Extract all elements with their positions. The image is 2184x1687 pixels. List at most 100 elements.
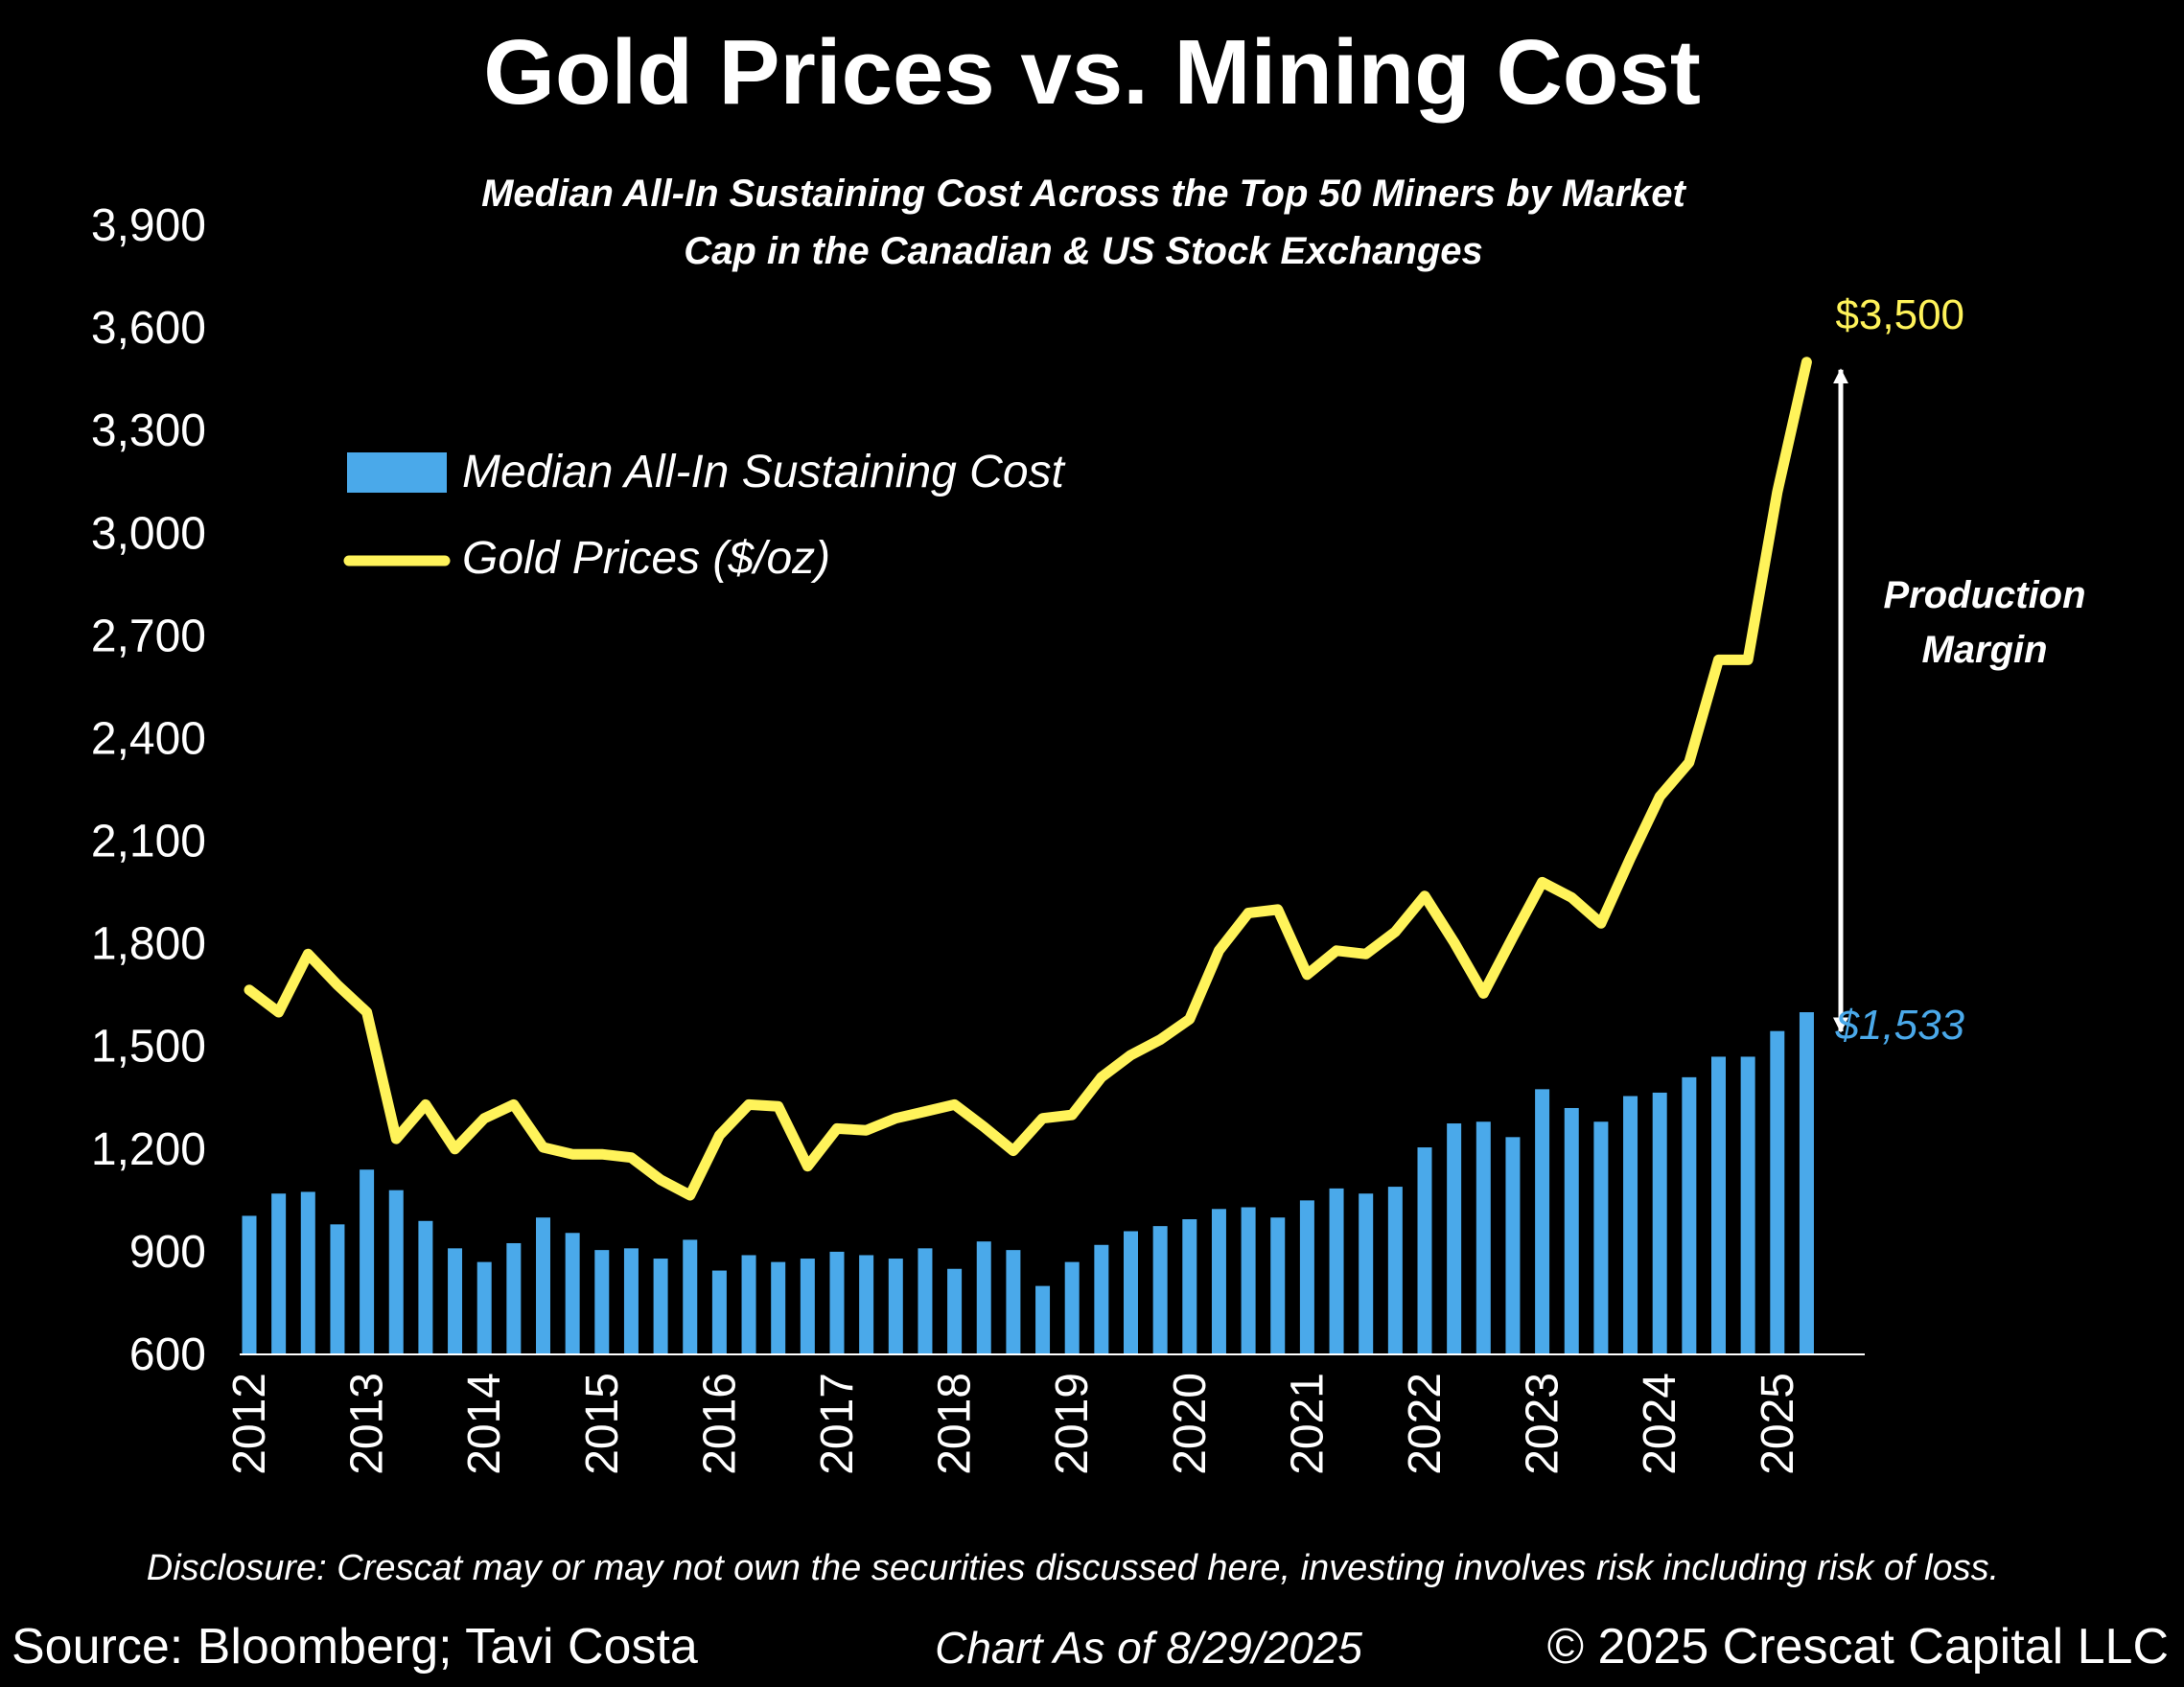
y-tick-label: 1,200	[91, 1124, 206, 1175]
cost-bar	[976, 1241, 991, 1354]
x-year-label: 2024	[1635, 1373, 1685, 1475]
legend: Median All-In Sustaining Cost Gold Price…	[343, 447, 1066, 584]
cost-bar	[653, 1259, 668, 1354]
cost-bar	[859, 1255, 874, 1354]
cost-bar	[1505, 1137, 1521, 1354]
cost-bar	[1593, 1121, 1609, 1354]
x-year-label: 2013	[342, 1373, 393, 1475]
cost-bar	[771, 1261, 786, 1354]
cost-bar	[918, 1248, 933, 1354]
cost-bar	[271, 1193, 287, 1354]
x-year-label: 2020	[1165, 1373, 1216, 1475]
chart-title: Gold Prices vs. Mining Cost	[483, 21, 1701, 124]
chart-subtitle-line-2: Cap in the Canadian & US Stock Exchanges	[684, 230, 1483, 272]
cost-bar	[1094, 1244, 1109, 1354]
y-tick-label: 3,600	[91, 303, 206, 354]
cost-bar	[1064, 1261, 1080, 1354]
cost-bar	[1387, 1187, 1403, 1354]
cost-bar	[1035, 1285, 1051, 1354]
y-tick-label: 2,100	[91, 817, 206, 867]
cost-bar	[300, 1191, 315, 1354]
cost-bar	[388, 1190, 404, 1354]
cost-bar	[1124, 1231, 1138, 1354]
cost-bar	[623, 1248, 639, 1354]
cost-bar	[829, 1251, 845, 1354]
copyright-text: © 2025 Crescat Capital LLC	[1547, 1619, 2169, 1675]
x-year-label: 2017	[812, 1373, 863, 1475]
disclosure-text: Disclosure: Crescat may or may not own t…	[147, 1548, 1999, 1588]
cost-bar	[1329, 1188, 1344, 1354]
cost-bar	[741, 1255, 756, 1354]
cost-bar	[1417, 1147, 1432, 1354]
source-text: Source: Bloomberg; Tavi Costa	[12, 1619, 698, 1675]
cost-bar	[1564, 1107, 1579, 1354]
cost-bar	[1682, 1076, 1697, 1354]
y-tick-label: 3,000	[91, 508, 206, 559]
cost-bar	[711, 1270, 727, 1354]
y-tick-label: 3,900	[91, 200, 206, 251]
x-year-label: 2018	[930, 1373, 981, 1475]
cost-bar	[1299, 1200, 1314, 1354]
x-year-label: 2012	[224, 1373, 275, 1475]
cost-bar	[1447, 1123, 1462, 1354]
production-margin-label-line-1: Production	[1883, 574, 2085, 616]
cost-bar	[1623, 1096, 1638, 1354]
x-year-label: 2019	[1047, 1373, 1098, 1475]
cost-bar	[1652, 1092, 1667, 1354]
cost-bar	[1799, 1012, 1814, 1354]
gold-price-end-label: $3,500	[1835, 291, 1964, 338]
cost-bar	[1006, 1250, 1021, 1354]
x-year-label: 2014	[459, 1373, 510, 1475]
cost-bar	[1740, 1056, 1755, 1354]
cost-bar	[1711, 1056, 1726, 1354]
x-year-label: 2025	[1753, 1373, 1803, 1475]
x-year-label: 2023	[1518, 1373, 1568, 1475]
production-margin-label-line-2: Margin	[1921, 629, 2047, 671]
cost-bar	[418, 1220, 433, 1354]
y-tick-label: 1,500	[91, 1022, 206, 1073]
cost-bar	[888, 1259, 903, 1354]
y-tick-label: 3,300	[91, 405, 206, 456]
cost-bar	[1770, 1030, 1785, 1354]
cost-bar	[1535, 1089, 1550, 1354]
cost-bar	[448, 1248, 463, 1354]
cost-bar	[565, 1233, 580, 1354]
chart-date-text: Chart As of 8/29/2025	[935, 1623, 1362, 1673]
cost-bar	[242, 1215, 257, 1354]
legend-bar-label: Median All-In Sustaining Cost	[462, 447, 1066, 497]
cost-bar	[360, 1169, 375, 1354]
cost-bar	[330, 1224, 345, 1354]
cost-end-label: $1,533	[1834, 1002, 1964, 1049]
y-tick-label: 2,400	[91, 713, 206, 764]
legend-bar-swatch	[347, 452, 447, 493]
x-axis-year-labels: 2012 2013 2014 2015 2016 2017 2018 2019 2020 2021…	[224, 1373, 1803, 1475]
chart-subtitle-line-1: Median All-In Sustaining Cost Across the…	[481, 173, 1686, 215]
x-year-label: 2022	[1400, 1373, 1451, 1475]
y-axis-tick-labels: 600 900 1,200 1,500 1,800 2,100 2,400 2,700 3,00…	[91, 200, 206, 1380]
cost-bar	[1270, 1217, 1286, 1354]
x-year-label: 2016	[694, 1373, 745, 1475]
cost-bar	[1152, 1226, 1168, 1354]
cost-bar	[476, 1261, 492, 1354]
legend-line-label: Gold Prices ($/oz)	[462, 533, 830, 584]
cost-bar	[1475, 1121, 1491, 1354]
cost-bar	[1182, 1218, 1197, 1354]
x-year-label: 2015	[577, 1373, 628, 1475]
cost-bar	[800, 1259, 815, 1354]
y-tick-label: 600	[129, 1329, 206, 1380]
cost-bar	[594, 1250, 610, 1354]
y-tick-label: 900	[129, 1227, 206, 1278]
cost-bar	[947, 1268, 963, 1354]
cost-bar	[1241, 1207, 1256, 1354]
cost-bar	[683, 1239, 698, 1354]
y-tick-label: 2,700	[91, 611, 206, 661]
x-year-label: 2021	[1282, 1373, 1333, 1475]
cost-bar	[506, 1242, 522, 1354]
y-tick-label: 1,800	[91, 919, 206, 970]
cost-bar	[1211, 1209, 1226, 1354]
gold-price-line	[244, 357, 1812, 1201]
cost-bars	[242, 1012, 1814, 1354]
cost-bar	[1359, 1193, 1374, 1354]
cost-bar	[536, 1217, 550, 1354]
